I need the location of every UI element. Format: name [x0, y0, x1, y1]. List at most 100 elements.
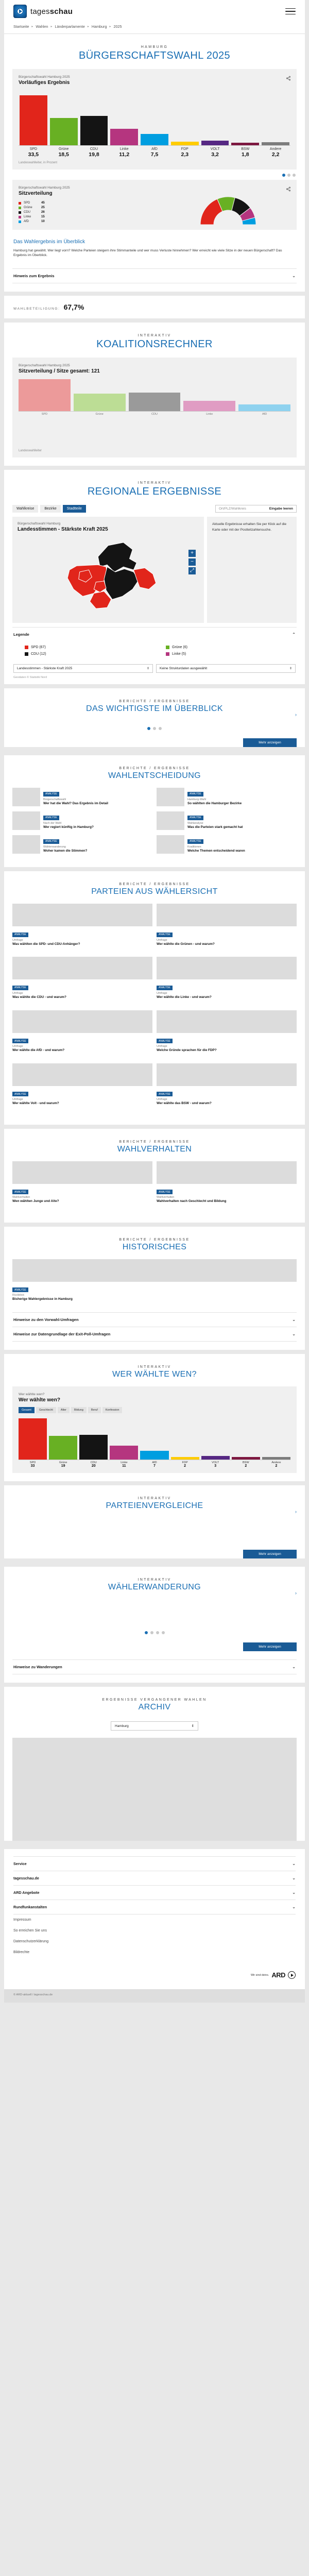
- www-tab-alter[interactable]: Alter: [57, 1407, 70, 1414]
- koalition-bar-linke[interactable]: [183, 400, 236, 412]
- note-exit-poll-label: Hinweise zur Datengrundlage der Exit-Pol…: [13, 1332, 111, 1337]
- slide-dot-3[interactable]: [156, 1631, 159, 1635]
- map-row: Bürgerschaftswahl Hamburg Landesstimmen …: [12, 517, 297, 623]
- footer-link[interactable]: So erreichen Sie uns: [13, 1929, 47, 1933]
- carousel-next-icon[interactable]: ›: [295, 1509, 297, 1515]
- overview-more-button[interactable]: Mehr anzeigen: [243, 738, 297, 748]
- clear-input-button[interactable]: Eingabe leeren: [269, 507, 293, 511]
- koalition-bar-column[interactable]: [183, 379, 236, 412]
- carousel-next-icon[interactable]: ›: [295, 712, 297, 718]
- koalition-bar-spd[interactable]: [19, 379, 71, 412]
- slide-dot-1[interactable]: [147, 727, 150, 731]
- tab-bezirke[interactable]: Bezirke: [40, 505, 61, 513]
- map-metric-select[interactable]: Landesstimmen - Stärkste Kraft 2025 ⇕: [13, 664, 153, 673]
- breadcrumb-item-1[interactable]: Wahlen: [36, 24, 48, 29]
- map-side-panel: Aktuelle Ergebnisse erhalten Sie per Kli…: [207, 517, 297, 623]
- reset-view-button[interactable]: ⤢: [188, 567, 196, 575]
- hamburger-menu-icon[interactable]: [285, 8, 296, 15]
- slide-dot-2[interactable]: [150, 1631, 153, 1635]
- legend-toggle-row[interactable]: Legende ⌃: [12, 627, 297, 641]
- koalition-bar-grüne[interactable]: [73, 393, 126, 412]
- teaser-card[interactable]: ANALYSE Hamburg-Wahl So wählten die Hambur…: [157, 788, 297, 807]
- koalition-bar-cdu[interactable]: [128, 393, 181, 412]
- footer-link[interactable]: Datenschutzerklärung: [13, 1940, 49, 1944]
- teaser-tag: ANALYSE: [157, 985, 173, 990]
- footer-link[interactable]: Impressum: [13, 1918, 31, 1922]
- slide-dot-4[interactable]: [161, 1631, 165, 1635]
- historisches-section: BERICHTE / ERGEBNISSE HISTORISCHES ANALY…: [4, 1226, 305, 1350]
- archiv-state-select[interactable]: Hamburg ⇕: [111, 1721, 198, 1731]
- carousel-dot-1[interactable]: [282, 174, 285, 177]
- footer-row-ard-angebote[interactable]: ARD Angebote ⌄: [13, 1886, 296, 1901]
- map-structure-select[interactable]: Keine Strukturdaten ausgewählt ⇕: [156, 664, 296, 673]
- teaser-card[interactable]: ANALYSE Wahlverhalten Wen wählten Junge un…: [12, 1161, 152, 1204]
- slide-dot-2[interactable]: [153, 727, 156, 731]
- bar-column: [141, 92, 168, 145]
- breadcrumb-item-0[interactable]: Startseite: [13, 24, 29, 29]
- tab-wahlkreise[interactable]: Wahlkreise: [12, 505, 39, 513]
- pv-more-button[interactable]: Mehr anzeigen: [243, 1550, 297, 1559]
- teaser-card[interactable]: ANALYSE Bürgerschaftswahl Wer hat die Wahl…: [12, 788, 152, 807]
- note-vorwahl-umfragen-row[interactable]: Hinweise zu den Vorwahl-Umfragen ⌄: [12, 1313, 297, 1328]
- teaser-card[interactable]: ANALYSE Umfrage Wer wählte die Grünen - un…: [157, 904, 297, 946]
- teaser-card[interactable]: ANALYSE Nach der Wahl Wer regiert künftig …: [12, 811, 152, 831]
- teaser-card[interactable]: ANALYSE Umfrage Wer wählte das BSW - und w…: [157, 1063, 297, 1106]
- footer-link[interactable]: Bildrechte: [13, 1951, 30, 1955]
- carousel-dot-3[interactable]: [293, 174, 296, 177]
- result-note-row[interactable]: Hinweis zum Ergebnis ⌄: [12, 269, 297, 284]
- teaser-card[interactable]: ANALYSE Koalitionen Welche Themen entschei…: [157, 835, 297, 854]
- ww2-more-button[interactable]: Mehr anzeigen: [243, 1642, 297, 1652]
- map-svg[interactable]: [18, 536, 199, 618]
- koalition-bar-column[interactable]: [128, 379, 181, 412]
- zoom-out-button[interactable]: −: [188, 558, 196, 566]
- bar-column: [49, 92, 78, 145]
- www-tab-geschlecht[interactable]: Geschlecht: [36, 1407, 56, 1414]
- teaser-card[interactable]: ANALYSE Umfrage Wer wählte Volt - und waru…: [12, 1063, 152, 1106]
- teaser-row: ANALYSE Umfrage Wer wählte die AfD - und w…: [12, 1010, 297, 1058]
- teaser-card[interactable]: ANALYSE Wahlverhalten Wahlverhalten nach G…: [157, 1161, 297, 1204]
- teaser-card[interactable]: ANALYSE Umfrage Welche Gründe sprachen für…: [157, 1010, 297, 1053]
- www-tab-bildung[interactable]: Bildung: [71, 1407, 87, 1414]
- teaser-card[interactable]: ANALYSE Wählerwanderung Woher kamen die St…: [12, 835, 152, 854]
- teaser-card[interactable]: ANALYSE Wahlanalyse Was die Parteien stark…: [157, 811, 297, 831]
- teaser-card[interactable]: ANALYSE Umfrage Wer wählte die Linke - und…: [157, 957, 297, 999]
- slide-dot-3[interactable]: [159, 727, 162, 731]
- teaser-card[interactable]: ANALYSE Umfrage Was wählte die CDU - und w…: [12, 957, 152, 999]
- note-wanderungen-row[interactable]: Hinweise zu Wanderungen ⌄: [12, 1660, 297, 1675]
- koalition-bar-column[interactable]: [238, 379, 290, 412]
- www-bar-afd: [140, 1451, 169, 1460]
- breadcrumb-item-2[interactable]: Länderparlamente: [55, 24, 85, 29]
- zoom-in-button[interactable]: +: [188, 550, 196, 557]
- carousel-next-icon[interactable]: ›: [295, 1590, 297, 1596]
- carousel-dot-2[interactable]: [287, 174, 290, 177]
- tagesschau-logo[interactable]: tagesschau: [13, 5, 73, 18]
- overview-article-card[interactable]: Das Wahlergebnis im Überblick Hamburg ha…: [12, 233, 297, 264]
- footer-row-rundfunkanstalten[interactable]: Rundfunkanstalten ⌄: [13, 1900, 296, 1915]
- koalition-bar-column[interactable]: [73, 379, 126, 412]
- slide-dot-1[interactable]: [144, 1631, 148, 1635]
- region-search-input[interactable]: Ort/PLZ/Wahlkreis Eingabe leeren: [215, 505, 297, 513]
- archiv-results-block[interactable]: [12, 1738, 297, 1841]
- www-tab-gesamt[interactable]: Gesamt: [19, 1407, 35, 1414]
- www-tab-beruf[interactable]: Beruf: [88, 1407, 101, 1414]
- footer-row-service[interactable]: Service ⌄: [13, 1856, 296, 1872]
- teaser-card[interactable]: ANALYSE Rückblick Bisherige Wahlergebnisse…: [12, 1259, 297, 1302]
- note-exit-poll-row[interactable]: Hinweise zur Datengrundlage der Exit-Pol…: [12, 1327, 297, 1342]
- chevron-down-icon: ⌄: [292, 1861, 296, 1867]
- footer-row-tagesschau-de[interactable]: tagesschau.de ⌄: [13, 1871, 296, 1886]
- share-icon[interactable]: [286, 185, 291, 192]
- teaser-card[interactable]: ANALYSE Umfrage Was wählten die SPD- und C…: [12, 904, 152, 946]
- www-tab-konfession[interactable]: Konfession: [102, 1407, 123, 1414]
- koalition-bar-afd[interactable]: [238, 404, 290, 412]
- share-icon[interactable]: [286, 74, 291, 81]
- bar-bsw: [231, 142, 260, 145]
- party-value: 2,2: [271, 151, 280, 158]
- koalition-bar-column[interactable]: [19, 379, 71, 412]
- hamburg-map[interactable]: + − ⤢: [18, 536, 199, 618]
- breadcrumb-item-3[interactable]: Hamburg: [91, 24, 107, 29]
- tab-stadtteile[interactable]: Stadtteile: [62, 505, 86, 513]
- koalition-bars[interactable]: [19, 379, 290, 412]
- breadcrumb-item-4[interactable]: 2025: [113, 24, 122, 29]
- www-kicker: INTERAKTIV: [138, 1365, 171, 1369]
- teaser-card[interactable]: ANALYSE Umfrage Wer wählte die AfD - und w…: [12, 1010, 152, 1053]
